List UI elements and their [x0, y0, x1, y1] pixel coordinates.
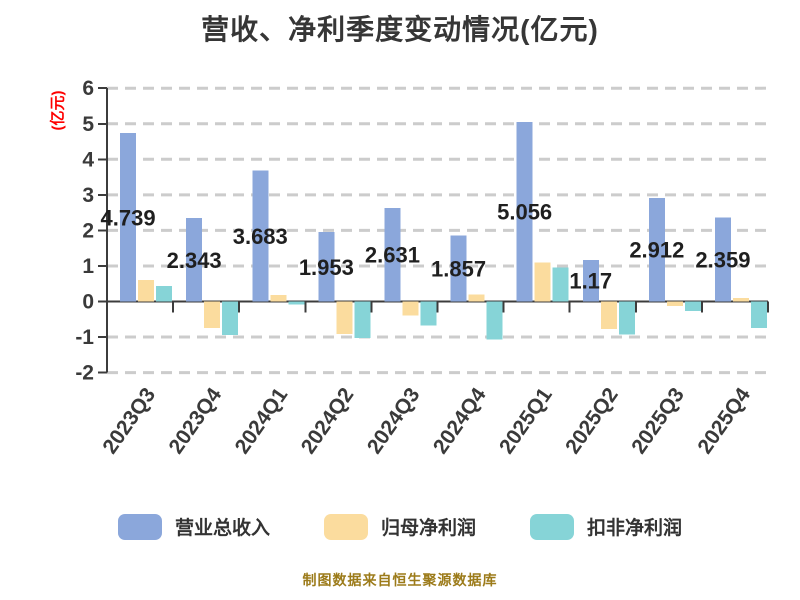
bar-value-label: 2.912	[629, 238, 684, 263]
bar-deducted-profit-2023Q3	[156, 286, 173, 302]
legend-label-net-profit: 归母净利润	[380, 518, 476, 539]
bar-deducted-profit-2024Q3	[420, 301, 437, 326]
bar-net-profit-2024Q4	[468, 294, 485, 302]
bar-value-label: 3.683	[233, 224, 288, 249]
bar-deducted-profit-2025Q2	[618, 301, 635, 335]
bar-value-label: 1.857	[431, 256, 486, 281]
bar-deducted-profit-2025Q3	[684, 301, 701, 312]
bar-net-profit-2024Q3	[402, 301, 419, 316]
data-source-note: 制图数据来自恒生聚源数据库	[302, 572, 498, 588]
bar-revenue-2025Q1	[516, 121, 533, 302]
legend-swatch-revenue	[117, 513, 162, 540]
bar-value-label: 1.953	[299, 255, 354, 280]
y-tick-label: 2	[82, 219, 94, 242]
bar-net-profit-2024Q2	[336, 301, 353, 334]
x-tick-label: 2023Q3	[98, 384, 160, 458]
y-tick-label: 5	[82, 113, 94, 136]
legend: 营业总收入 归母净利润 扣非净利润	[0, 513, 800, 540]
bar-value-label: 5.056	[497, 200, 552, 225]
legend-swatch-deducted-profit	[530, 513, 574, 540]
bar-value-label: 4.739	[101, 205, 156, 230]
bar-net-profit-2025Q4	[732, 297, 749, 302]
y-tick-label: 3	[82, 184, 94, 207]
bar-value-label: 1.17	[569, 269, 612, 294]
y-tick-label: -2	[75, 362, 94, 385]
bar-net-profit-2023Q4	[204, 301, 221, 328]
y-tick-label: 1	[82, 255, 94, 278]
legend-item-net-profit: 归母净利润	[323, 513, 476, 540]
chart-title: 营收、净利季度变动情况(亿元)	[201, 14, 599, 45]
bar-deducted-profit-2025Q4	[750, 301, 767, 329]
x-tick-label: 2025Q3	[627, 384, 689, 458]
y-tick-label: 6	[82, 77, 94, 100]
bar-net-profit-2025Q3	[666, 301, 683, 307]
bar-revenue-2024Q2	[318, 232, 335, 302]
x-tick-label: 2025Q1	[495, 383, 557, 458]
bar-deducted-profit-2024Q4	[486, 301, 503, 340]
x-tick-label: 2024Q1	[231, 383, 293, 458]
bar-revenue-2023Q4	[186, 218, 203, 302]
legend-item-deducted-profit: 扣非净利润	[530, 513, 682, 540]
x-tick-label: 2024Q2	[297, 384, 359, 458]
legend-label-deducted-profit: 扣非净利润	[587, 518, 683, 539]
y-tick-label: 4	[82, 148, 94, 171]
bar-revenue-2023Q3	[120, 133, 137, 302]
bar-deducted-profit-2025Q1	[552, 267, 569, 302]
x-tick-label: 2025Q2	[561, 384, 623, 458]
legend-swatch-net-profit	[323, 513, 368, 540]
x-tick-label: 2025Q4	[693, 383, 755, 458]
x-tick-label: 2023Q4	[165, 383, 227, 458]
y-tick-label: -1	[75, 326, 94, 349]
bar-net-profit-2025Q2	[600, 301, 617, 330]
bar-revenue-2024Q1	[252, 170, 269, 302]
bar-revenue-2025Q4	[714, 217, 731, 302]
bar-deducted-profit-2024Q1	[288, 301, 305, 305]
x-tick-label: 2024Q4	[429, 383, 491, 458]
bar-deducted-profit-2024Q2	[354, 301, 371, 339]
bar-revenue-2024Q4	[450, 235, 467, 302]
legend-label-revenue: 营业总收入	[174, 518, 270, 539]
bar-deducted-profit-2023Q4	[222, 301, 239, 335]
x-tick-label: 2024Q3	[363, 384, 425, 458]
bar-revenue-2025Q2	[582, 259, 599, 302]
bar-revenue-2024Q3	[384, 208, 401, 302]
bar-value-label: 2.631	[365, 243, 420, 268]
bar-value-label: 2.343	[167, 248, 222, 273]
y-tick-label: 0	[82, 291, 94, 314]
bar-net-profit-2023Q3	[138, 279, 155, 302]
bar-revenue-2025Q3	[648, 198, 665, 302]
bar-net-profit-2025Q1	[534, 262, 551, 302]
bar-net-profit-2024Q1	[270, 295, 287, 302]
legend-item-revenue: 营业总收入	[117, 513, 270, 540]
bar-value-label: 2.359	[695, 248, 750, 273]
